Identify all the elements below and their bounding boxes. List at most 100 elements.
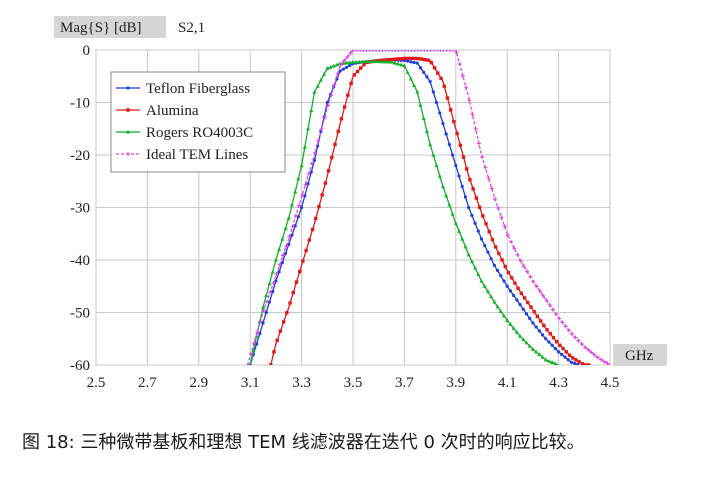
data-point — [505, 233, 510, 238]
data-point — [457, 228, 462, 233]
data-point — [480, 155, 485, 160]
data-point — [303, 182, 308, 187]
data-point — [288, 301, 292, 305]
data-point — [455, 131, 459, 136]
data-point — [395, 61, 400, 66]
data-point — [258, 331, 262, 336]
data-point — [463, 195, 468, 199]
data-point — [428, 142, 433, 147]
data-point — [285, 311, 289, 315]
data-point — [352, 73, 356, 77]
x-tick-label: 4.3 — [549, 375, 568, 391]
x-tick-label: 3.1 — [241, 375, 260, 391]
data-point — [564, 350, 569, 354]
data-point — [484, 222, 488, 226]
data-point — [389, 59, 394, 64]
data-point — [338, 69, 342, 73]
data-point — [290, 233, 294, 237]
data-point — [516, 286, 520, 291]
legend-marker — [126, 86, 130, 90]
data-point — [264, 299, 269, 304]
data-point — [553, 346, 557, 351]
data-point — [316, 138, 321, 143]
data-point — [521, 337, 526, 342]
data-point — [267, 300, 272, 304]
data-point — [534, 325, 538, 329]
data-point — [431, 90, 435, 94]
data-point — [351, 50, 356, 52]
data-point — [576, 338, 581, 343]
data-point — [474, 196, 479, 200]
data-point — [542, 323, 546, 328]
y-tick-label: -10 — [70, 96, 90, 112]
data-point — [426, 58, 430, 62]
data-point — [496, 206, 501, 211]
data-point — [465, 167, 469, 171]
data-point — [280, 253, 285, 258]
data-point — [528, 316, 532, 321]
data-point — [406, 50, 411, 52]
data-point — [512, 246, 517, 251]
y-tick-label: -40 — [70, 253, 90, 269]
data-point — [444, 193, 449, 198]
data-point — [302, 144, 307, 149]
legend-label: Rogers RO4003C — [146, 125, 253, 141]
series-alumina — [269, 56, 591, 365]
data-point — [526, 300, 530, 305]
data-point — [363, 59, 368, 64]
data-point — [518, 333, 523, 338]
data-point — [444, 50, 449, 52]
data-point — [251, 348, 256, 353]
data-point — [497, 251, 501, 256]
data-point — [560, 352, 564, 357]
data-point — [381, 58, 385, 62]
data-point — [306, 182, 310, 186]
data-point — [467, 205, 471, 210]
y-tick-label: -20 — [70, 148, 90, 164]
data-point — [322, 72, 327, 76]
data-point — [315, 83, 320, 88]
data-point — [319, 127, 324, 132]
data-point — [345, 55, 350, 60]
data-point — [274, 271, 279, 276]
data-point — [277, 247, 282, 252]
data-point — [450, 211, 455, 216]
data-point — [554, 339, 559, 344]
data-point — [521, 264, 526, 269]
data-point — [518, 259, 523, 264]
data-point — [431, 50, 436, 52]
data-point — [377, 50, 382, 52]
data-point — [493, 245, 498, 249]
data-point — [531, 321, 535, 325]
data-point — [540, 333, 545, 337]
data-point — [485, 289, 490, 294]
data-point — [275, 338, 279, 343]
y-tick-label: -50 — [70, 306, 90, 322]
data-point — [486, 176, 491, 181]
data-point — [476, 229, 480, 233]
data-point — [405, 70, 410, 74]
data-point — [325, 100, 329, 105]
data-point — [490, 237, 495, 242]
data-point — [412, 83, 417, 88]
data-point — [452, 119, 456, 124]
data-point — [394, 57, 398, 61]
data-point — [245, 363, 250, 365]
data-point — [278, 329, 283, 333]
data-point — [544, 298, 549, 303]
data-point — [373, 59, 378, 64]
y-tick-label: -60 — [70, 358, 90, 374]
data-point — [448, 50, 453, 52]
chart: 0 -10 -20 -30 -40 -50 -60 2.5 2.7 2.9 3.1 3.3 3.5 3.… — [54, 16, 667, 391]
data-point — [537, 329, 541, 333]
data-point — [548, 332, 552, 336]
data-point — [558, 343, 562, 348]
x-tick-label: 3.7 — [395, 375, 414, 391]
data-point — [333, 142, 337, 147]
data-point — [325, 66, 330, 70]
data-point — [546, 358, 551, 363]
legend: Teflon Fiberglass Alumina Rogers RO4003C Id… — [110, 71, 286, 173]
legend-marker — [126, 152, 130, 156]
data-point — [287, 242, 291, 246]
data-point — [528, 274, 533, 279]
